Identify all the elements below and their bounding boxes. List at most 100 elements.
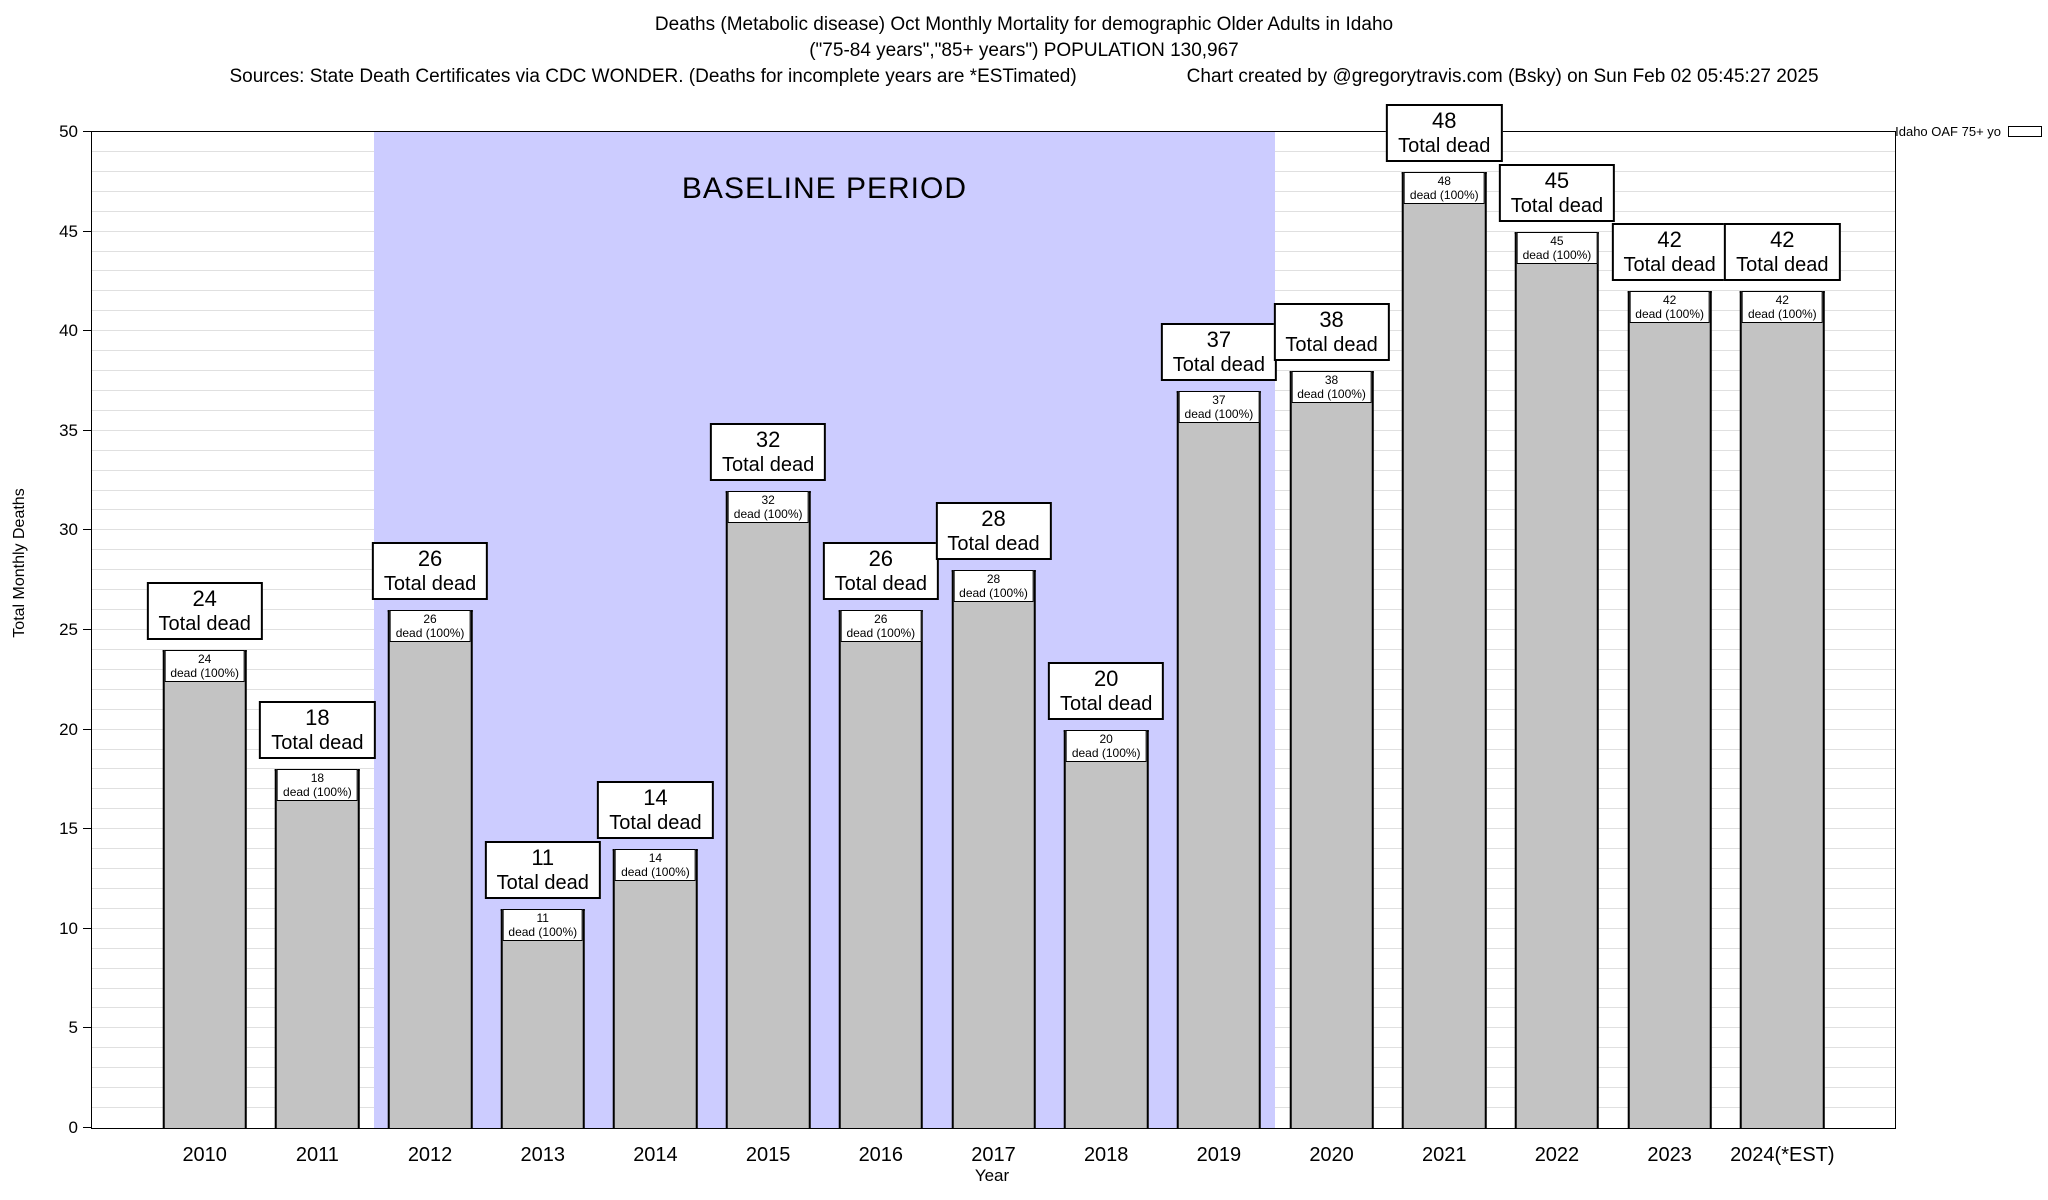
x-tick-label: 2024(*EST): [1730, 1144, 1835, 1166]
bar-2013: [500, 908, 586, 1128]
baseline-period-label: BASELINE PERIOD: [681, 171, 968, 205]
bar-inner-label: 18 dead (100%): [277, 769, 358, 802]
bar-inner-label: 20 dead (100%): [1065, 729, 1147, 762]
bar-inner-text: dead (100%): [1184, 406, 1254, 421]
bar-total-value: 11: [531, 844, 555, 870]
bar-total-label: 14 Total dead: [597, 781, 714, 840]
bar-total-label: 38 Total dead: [1273, 303, 1390, 362]
y-tick-mark: [83, 1127, 92, 1128]
y-tick-mark: [83, 728, 92, 730]
chart-header: Deaths (Metabolic disease) Oct Monthly M…: [0, 12, 2048, 90]
y-tick-mark: [83, 927, 92, 929]
y-tick-label: 50: [59, 122, 78, 141]
bar-inner-value: 42: [1775, 293, 1789, 308]
y-tick-mark: [83, 629, 92, 630]
bar-inner-label: 32 dead (100%): [727, 490, 809, 523]
x-tick-label: 2020: [1309, 1144, 1354, 1166]
y-axis-title: Total Monthly Deaths: [11, 488, 28, 638]
legend-swatch-icon: [2008, 126, 2042, 137]
bar-2019: [1176, 390, 1262, 1128]
bar-total-value: 38: [1319, 307, 1344, 333]
bar-2011: [275, 769, 360, 1128]
chart-credit-text: Chart created by @gregorytravis.com (Bsk…: [1186, 66, 1819, 87]
chart-legend: Idaho OAF 75+ yo: [1895, 124, 2042, 139]
bar-total-text: Total dead: [1510, 194, 1604, 217]
y-tick-mark: [83, 828, 92, 830]
bar-total-text: Total dead: [834, 573, 927, 596]
bar-total-label: 42 Total dead: [1611, 223, 1728, 282]
bar-total-label: 20 Total dead: [1048, 661, 1165, 720]
bar-inner-label: 48 dead (100%): [1403, 171, 1485, 204]
bar-inner-text: dead (100%): [621, 865, 690, 880]
bar-inner-value: 18: [310, 771, 325, 786]
bar-total-label: 28 Total dead: [935, 502, 1052, 561]
bar-inner-value: 28: [986, 572, 1001, 587]
bar-total-text: Total dead: [271, 732, 364, 755]
bar-inner-value: 20: [1099, 731, 1113, 746]
bar-total-value: 28: [981, 506, 1006, 532]
bar-2020: [1289, 371, 1374, 1128]
y-tick-mark: [83, 529, 92, 531]
bar-total-label: 45 Total dead: [1498, 163, 1616, 222]
bar-total-value: 42: [1657, 227, 1682, 253]
bar-inner-text: dead (100%): [1409, 187, 1479, 202]
bar-total-text: Total dead: [1736, 254, 1829, 277]
bar-total-text: Total dead: [496, 871, 589, 894]
bar-2023: [1627, 291, 1712, 1128]
y-tick-mark: [83, 131, 92, 132]
bar-total-text: Total dead: [1398, 134, 1491, 157]
bar-inner-value: 26: [874, 612, 888, 627]
bar-inner-value: 14: [648, 851, 663, 866]
bar-inner-value: 38: [1324, 373, 1339, 388]
bar-inner-value: 24: [198, 651, 212, 666]
y-tick-label: 30: [59, 520, 78, 540]
bar-inner-label: 38 dead (100%): [1291, 371, 1372, 404]
bar-total-text: Total dead: [1060, 692, 1153, 715]
bar-inner-value: 48: [1437, 173, 1451, 188]
bar-inner-value: 37: [1212, 392, 1226, 407]
bar-inner-label: 26 dead (100%): [389, 610, 471, 643]
y-tick-label: 35: [59, 420, 78, 440]
x-tick-label: 2023: [1647, 1144, 1692, 1166]
bar-inner-label: 42 dead (100%): [1741, 291, 1823, 324]
bar-2022: [1514, 231, 1600, 1128]
chart-header-line3: Sources: State Death Certificates via CD…: [0, 64, 2048, 90]
x-tick-label: 2018: [1083, 1144, 1129, 1166]
bar-total-value: 14: [643, 785, 668, 811]
x-axis-title: Year: [974, 1166, 1010, 1185]
bar-inner-text: dead (100%): [1522, 247, 1592, 262]
bar-2010: [162, 649, 247, 1128]
bar-2017: [951, 570, 1036, 1128]
bar-total-value: 45: [1544, 167, 1570, 193]
x-tick-label: 2022: [1534, 1144, 1580, 1166]
bar-inner-text: dead (100%): [1635, 307, 1704, 322]
bar-inner-text: dead (100%): [846, 626, 916, 641]
bar-total-text: Total dead: [721, 453, 815, 476]
bar-inner-text: dead (100%): [1297, 387, 1366, 402]
bar-total-label: 32 Total dead: [709, 422, 827, 481]
bar-total-value: 42: [1770, 227, 1795, 253]
bar-inner-value: 32: [761, 492, 775, 507]
bar-inner-text: dead (100%): [283, 785, 352, 800]
y-tick-label: 10: [59, 918, 78, 938]
bar-inner-label: 28 dead (100%): [953, 570, 1034, 603]
plot-area: BASELINE PERIOD 0 5 10 15 20 25 30 35 40 45 50 24 Tot…: [59, 103, 1896, 1166]
bar-inner-text: dead (100%): [1071, 745, 1141, 760]
y-tick-mark: [83, 330, 92, 332]
bar-inner-label: 45 dead (100%): [1516, 231, 1598, 264]
x-tick-label: 2017: [971, 1144, 1016, 1166]
y-tick-mark: [83, 429, 92, 431]
bar-inner-value: 26: [423, 612, 437, 627]
bar-total-value: 48: [1432, 107, 1457, 133]
y-tick-label: 45: [59, 221, 78, 241]
bar-inner-text: dead (100%): [733, 506, 803, 521]
bar-total-value: 24: [192, 585, 217, 611]
x-tick-label: 2019: [1196, 1144, 1242, 1166]
bar-total-text: Total dead: [609, 812, 702, 835]
y-tick-label: 0: [68, 1118, 78, 1137]
bar-2021: [1401, 171, 1487, 1128]
bar-total-text: Total dead: [1172, 353, 1266, 376]
bar-inner-text: dead (100%): [1747, 307, 1817, 322]
bar-total-value: 20: [1093, 665, 1119, 691]
